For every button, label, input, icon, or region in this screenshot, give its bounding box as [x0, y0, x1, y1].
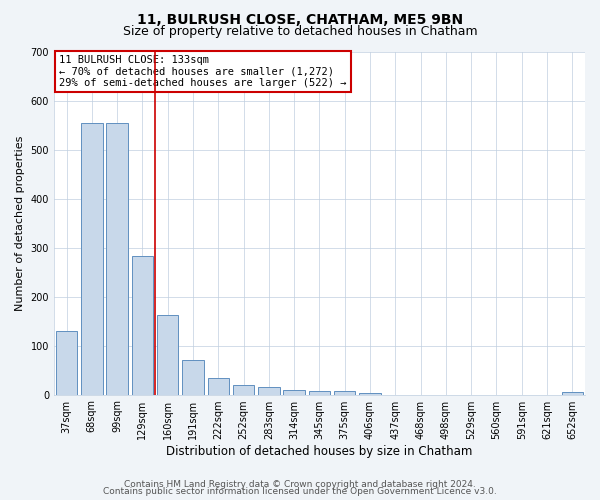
Bar — [182, 360, 204, 394]
Bar — [233, 385, 254, 394]
Bar — [334, 390, 355, 394]
Text: 11, BULRUSH CLOSE, CHATHAM, ME5 9BN: 11, BULRUSH CLOSE, CHATHAM, ME5 9BN — [137, 12, 463, 26]
Bar — [81, 122, 103, 394]
Text: Contains public sector information licensed under the Open Government Licence v3: Contains public sector information licen… — [103, 487, 497, 496]
Bar — [208, 378, 229, 394]
Text: Contains HM Land Registry data © Crown copyright and database right 2024.: Contains HM Land Registry data © Crown c… — [124, 480, 476, 489]
X-axis label: Distribution of detached houses by size in Chatham: Distribution of detached houses by size … — [166, 444, 473, 458]
Bar — [56, 331, 77, 394]
Y-axis label: Number of detached properties: Number of detached properties — [15, 136, 25, 310]
Bar — [309, 390, 330, 394]
Bar — [562, 392, 583, 394]
Bar — [359, 392, 381, 394]
Bar — [258, 387, 280, 394]
Bar — [131, 256, 153, 394]
Bar — [283, 390, 305, 394]
Bar — [157, 314, 178, 394]
Bar — [106, 122, 128, 394]
Text: 11 BULRUSH CLOSE: 133sqm
← 70% of detached houses are smaller (1,272)
29% of sem: 11 BULRUSH CLOSE: 133sqm ← 70% of detach… — [59, 55, 347, 88]
Text: Size of property relative to detached houses in Chatham: Size of property relative to detached ho… — [122, 25, 478, 38]
